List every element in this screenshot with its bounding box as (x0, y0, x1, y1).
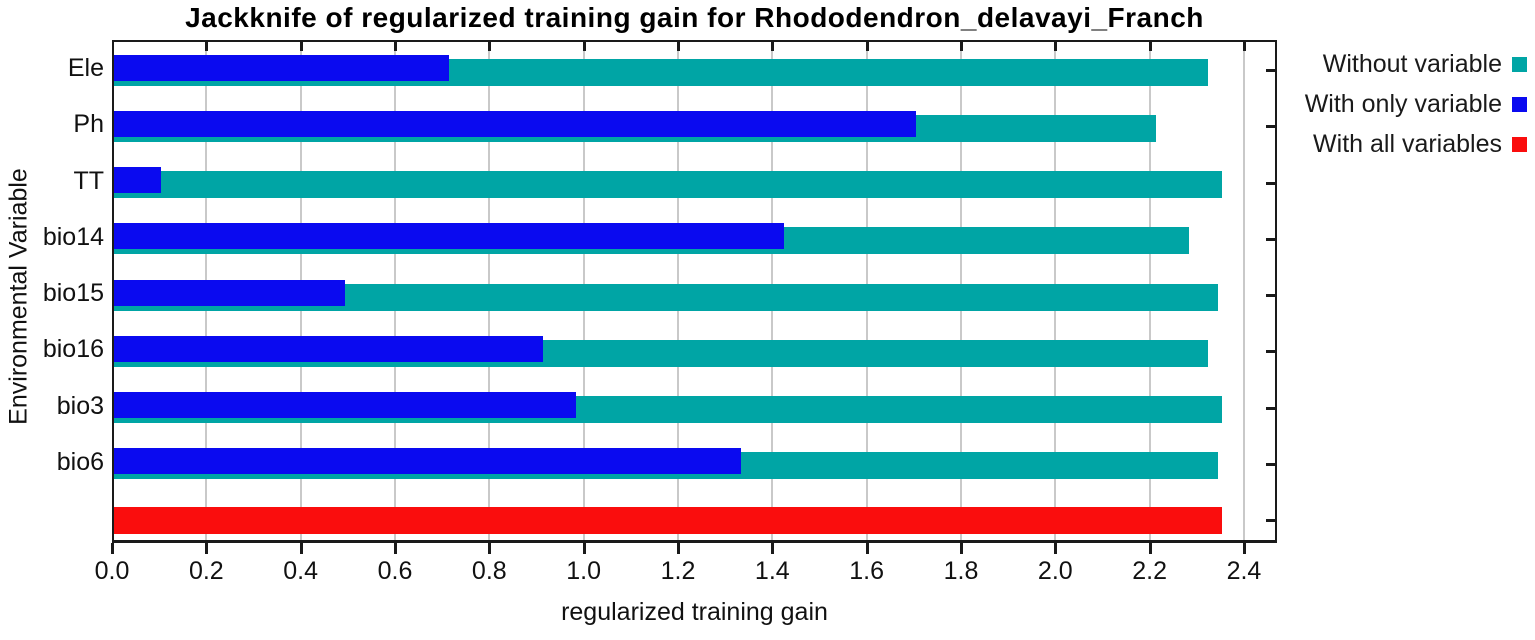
x-axis-tick (865, 543, 869, 554)
right-tick (1266, 237, 1275, 241)
x-axis-tick (771, 543, 775, 554)
y-category-label: bio3 (56, 391, 104, 420)
legend-swatch-with-only-variable (1512, 96, 1527, 112)
x-axis-tick (393, 543, 397, 554)
top-tick (1242, 42, 1246, 51)
top-tick (393, 42, 397, 51)
legend-swatch-without-variable (1512, 56, 1527, 72)
right-tick (1266, 294, 1275, 297)
bar-with-only-variable (114, 223, 784, 250)
x-tick-label: 1.6 (849, 557, 885, 585)
top-tick (582, 42, 586, 51)
legend-swatch-with-all-variables (1512, 136, 1527, 152)
legend-item-label: With all variables (1313, 130, 1502, 158)
x-axis-tick (582, 543, 586, 554)
x-axis-tick (1242, 543, 1246, 554)
x-tick-label: 0.6 (377, 557, 413, 585)
top-tick (488, 42, 492, 51)
right-tick (1266, 125, 1275, 129)
top-tick (1054, 42, 1058, 51)
legend-item-label: With only variable (1304, 90, 1502, 118)
bar-with-only-variable (114, 392, 577, 418)
x-axis-tick (959, 543, 963, 554)
x-axis-title: regularized training gain (561, 598, 828, 626)
right-tick (1266, 350, 1275, 354)
x-axis-tick (111, 543, 114, 554)
x-tick-label: 1.4 (754, 557, 790, 585)
top-tick (299, 42, 303, 51)
bar-with-all-variables (114, 506, 1223, 534)
top-tick (676, 42, 680, 51)
y-category-label: bio16 (42, 335, 104, 364)
right-tick (1266, 519, 1275, 522)
y-category-label: bio15 (42, 279, 104, 307)
x-tick-label: 1.2 (660, 557, 696, 585)
legend-item: With only variable (1305, 89, 1527, 119)
x-tick-label: 1.0 (566, 557, 602, 585)
x-tick-label: 0.2 (188, 557, 224, 585)
bar-with-only-variable (114, 167, 162, 193)
x-tick-label: 2.2 (1132, 557, 1168, 585)
top-tick (205, 42, 209, 51)
right-tick (1266, 462, 1275, 466)
bar-with-only-variable (114, 279, 346, 306)
top-tick (771, 42, 775, 51)
x-tick-label: 0.4 (283, 557, 319, 585)
right-tick (1266, 406, 1275, 410)
x-axis-tick (676, 543, 680, 554)
x-axis-tick (299, 543, 303, 554)
legend-item-label: Without variable (1322, 50, 1502, 78)
x-tick-label: 0.0 (94, 557, 130, 585)
right-tick (1266, 69, 1275, 72)
y-category-label: TT (73, 166, 104, 195)
y-category-label: Ele (67, 54, 104, 82)
top-tick (959, 42, 963, 51)
bar-with-only-variable (114, 54, 449, 81)
plot-area (112, 40, 1277, 543)
legend-item: With all variables (1313, 129, 1527, 159)
bar-without-variable (114, 171, 1223, 198)
y-category-label: bio14 (42, 222, 104, 251)
top-tick (1148, 42, 1152, 51)
bar-with-only-variable (114, 335, 544, 362)
top-tick (865, 42, 869, 51)
bar-with-only-variable (114, 448, 742, 475)
x-tick-label: 2.0 (1037, 557, 1073, 585)
legend-item: Without variable (1323, 49, 1527, 79)
x-axis-tick (1148, 543, 1152, 554)
x-tick-label: 2.4 (1226, 557, 1262, 585)
x-axis-tick (1054, 543, 1058, 554)
y-category-label: Ph (73, 110, 104, 139)
x-tick-label: 1.8 (943, 557, 979, 585)
right-tick (1266, 181, 1275, 185)
bar-with-only-variable (114, 110, 916, 137)
chart-title: Jackknife of regularized training gain f… (185, 2, 1204, 33)
gridline (1242, 42, 1245, 540)
y-category-label: bio6 (56, 447, 104, 476)
x-axis-tick (205, 543, 209, 554)
x-axis-tick (488, 543, 492, 554)
x-tick-label: 0.8 (471, 557, 507, 585)
